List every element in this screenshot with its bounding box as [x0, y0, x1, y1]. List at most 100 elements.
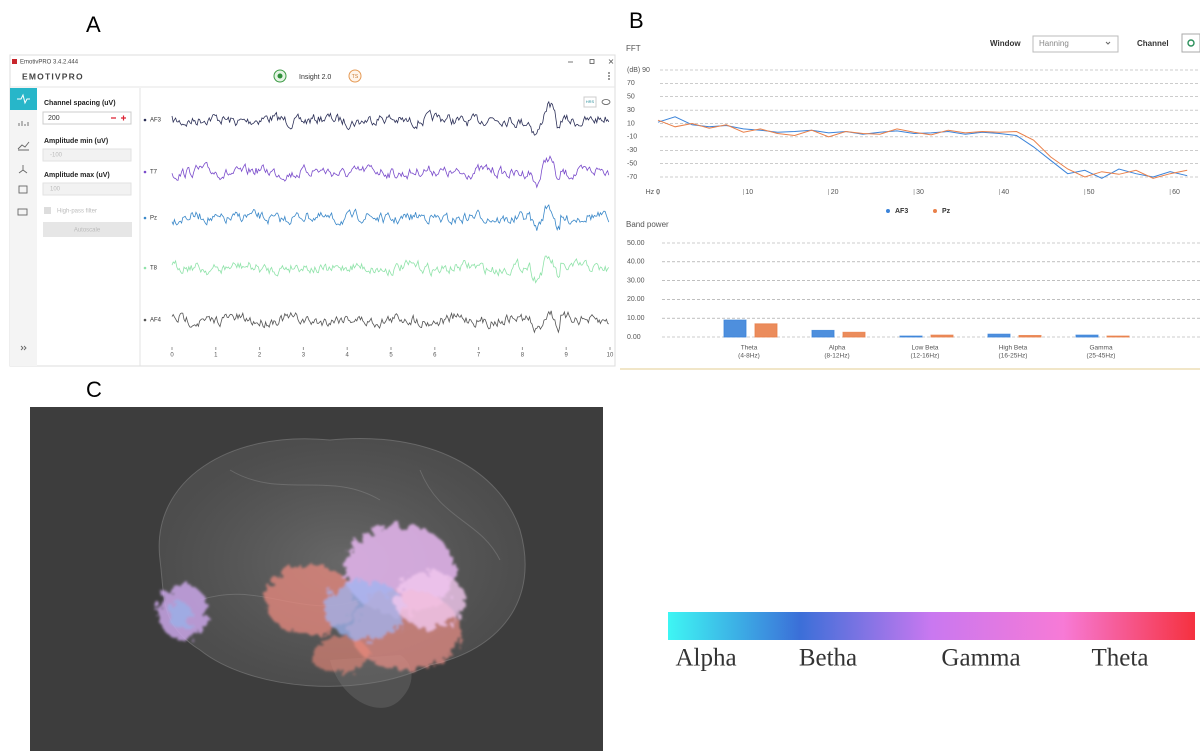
x-tick-label: 30: [916, 189, 924, 196]
y-tick-label: 30.00: [627, 277, 645, 284]
channel-dot: [143, 118, 147, 122]
collapse[interactable]: [20, 345, 27, 351]
category-range: (8-12Hz): [824, 353, 849, 360]
bar: [842, 331, 866, 338]
panel-label: B: [629, 8, 644, 33]
maximize[interactable]: [589, 59, 595, 64]
nav-icon[interactable]: [18, 185, 28, 194]
channel-dot: [143, 318, 147, 322]
x-tick-label: 5: [389, 353, 393, 359]
y-tick-label: -30: [627, 147, 637, 154]
hrs-label: HRS: [586, 99, 595, 104]
sidebar: [10, 88, 37, 366]
nav-icon: [17, 93, 30, 105]
eeg-trace: [171, 100, 610, 136]
x-tick-label: 7: [477, 353, 481, 359]
bar: [1018, 334, 1042, 338]
control-label: Amplitude max (uV): [44, 172, 110, 179]
category-range: (12-16Hz): [911, 353, 940, 360]
app-title: EmotivPRO 3.4.2.444: [20, 60, 79, 66]
nav-icons: [17, 121, 30, 351]
fft-line: [657, 119, 1188, 179]
y-tick-label: 40.00: [627, 259, 645, 266]
window-frame: [9, 54, 616, 367]
emotiv-window: EmotivPRO 3.4.2.444 EMOTIVPRO Insight 2.…: [9, 54, 616, 367]
spacing-value: 200: [48, 115, 60, 122]
brain-render: Alpha Betha Gamma Theta: [30, 407, 1195, 751]
y-tick-label: 0.00: [627, 334, 641, 341]
colorbar-labels: Alpha Betha Gamma Theta: [675, 645, 1148, 672]
filter-label: High-pass filter: [57, 209, 97, 215]
legend-marker: [886, 209, 890, 213]
window-value: Hanning: [1039, 39, 1069, 48]
eeg-trace: [171, 310, 610, 334]
colorbar: [668, 612, 1195, 640]
panel-label: A: [86, 12, 101, 37]
x-tick-label: 10: [607, 353, 614, 359]
cluster: [310, 637, 370, 673]
panel-bg: [620, 35, 1200, 370]
window-controls: [568, 59, 614, 64]
band-chart: 50.00 40.00 30.00 20.00 10.00 0.00 Theta(4-8Hz…: [627, 240, 1200, 360]
window-select[interactable]: [1032, 35, 1119, 53]
amp-max-input[interactable]: [42, 182, 132, 196]
amp-min-input[interactable]: [42, 148, 132, 162]
activity-clusters: [158, 525, 465, 673]
x-tick-label: 60: [1172, 189, 1180, 196]
bar: [899, 335, 923, 338]
x-tick-label: 0: [170, 353, 174, 359]
eeg-plot: AF3 T7 Pz T8 AF4 0 1 2 3 4 5 6 7 8 9 10: [143, 100, 614, 359]
close[interactable]: [608, 59, 614, 64]
y-tick-label: -50: [627, 160, 637, 167]
eeg-trace: [171, 155, 610, 189]
y-tick-label: 30: [627, 107, 635, 114]
channel-dot: [143, 216, 147, 220]
category-label: Alpha: [829, 345, 846, 352]
checkbox[interactable]: [44, 207, 51, 214]
bar: [1106, 335, 1130, 338]
x-tick-label: 8: [521, 353, 525, 359]
eeg-trace: [171, 204, 610, 232]
nav-icon[interactable]: [17, 208, 28, 216]
x-tick-label: 40: [1001, 189, 1009, 196]
channel-label: T8: [150, 266, 158, 272]
x-tick-label: 4: [346, 353, 350, 359]
nav-icon[interactable]: [17, 141, 30, 151]
legend-marker: [933, 209, 937, 213]
category-label: Gamma: [1089, 345, 1113, 352]
spacing-input[interactable]: [42, 111, 132, 125]
stepper[interactable]: [111, 115, 126, 121]
hrs-button[interactable]: [583, 96, 597, 108]
app-icon: [12, 59, 17, 64]
autoscale-button[interactable]: [43, 222, 132, 237]
menu-dots[interactable]: [608, 72, 610, 80]
panel-label: C: [86, 377, 102, 402]
category-range: (4-8Hz): [738, 353, 760, 360]
colorbar-label: Theta: [1092, 645, 1149, 672]
x-tick-label: 10: [745, 189, 753, 196]
control-label: Channel spacing (uV): [44, 100, 116, 107]
channel-dot: [143, 170, 147, 174]
x-tick-label: 20: [831, 189, 839, 196]
y-tick-label: 50.00: [627, 240, 645, 247]
category-range: (16-25Hz): [999, 353, 1028, 360]
nav-icon[interactable]: [18, 165, 28, 174]
x-tick-label: 3: [302, 353, 306, 359]
headset-name: Insight 2.0: [299, 74, 331, 81]
chevron: [1105, 41, 1111, 45]
y-tick-label: -10: [627, 134, 637, 141]
legend-label: Pz: [942, 208, 951, 215]
amp-max-value: 100: [50, 187, 61, 193]
bar: [930, 334, 954, 338]
legend-label: AF3: [895, 208, 908, 215]
x-tick-label: 9: [565, 353, 569, 359]
channel-button[interactable]: [1181, 33, 1200, 53]
y-tick-label: 20.00: [627, 296, 645, 303]
badge-ring: [348, 69, 362, 83]
category-label: High Beta: [999, 345, 1028, 352]
cluster: [325, 580, 405, 640]
nav-icon[interactable]: [18, 121, 29, 126]
category-label: Theta: [741, 345, 758, 352]
eye-icon[interactable]: [601, 99, 611, 105]
cluster: [168, 602, 192, 628]
